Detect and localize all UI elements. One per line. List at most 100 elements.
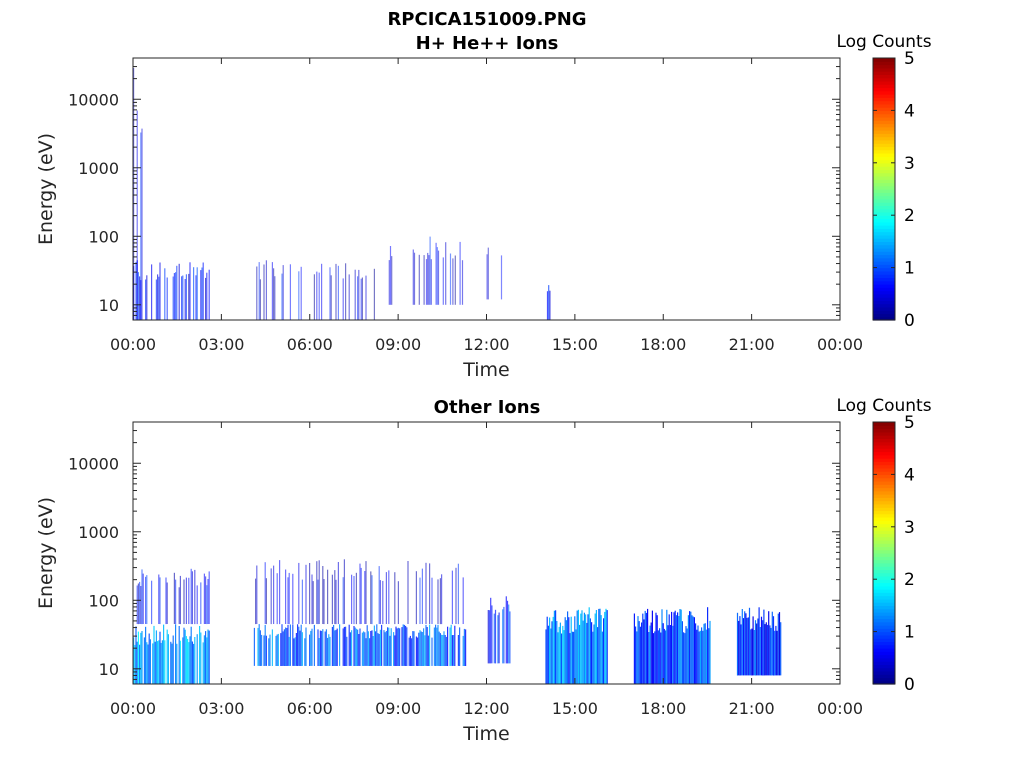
colorbar-segment	[873, 195, 895, 200]
x-tick-label: 06:00	[287, 699, 333, 718]
colorbar-segment	[873, 100, 895, 105]
colorbar-segment	[873, 454, 895, 459]
spectrogram-strip	[379, 629, 381, 666]
spectrogram-strip	[294, 637, 296, 666]
spectrogram-strip	[328, 634, 330, 666]
spectrogram-strip	[274, 276, 276, 320]
spectrogram-strip	[435, 242, 437, 305]
spectrogram-strip	[263, 264, 265, 320]
spectrogram-strip	[546, 616, 548, 684]
colorbar-segment	[873, 103, 895, 108]
x-tick-label: 18:00	[640, 699, 686, 718]
y-tick-label: 10000	[68, 90, 119, 109]
spectrogram-strip	[309, 634, 311, 666]
spectrogram-strip	[605, 608, 607, 684]
spectrogram-strip	[657, 630, 659, 684]
spectrogram-strip	[459, 627, 461, 666]
spectrogram-strip	[429, 563, 431, 624]
spectrogram-strip	[333, 625, 335, 666]
spectrogram-strip	[766, 624, 769, 676]
colorbar-segment	[873, 546, 895, 551]
colorbar-segment	[873, 605, 895, 610]
spectrogram-strip	[454, 255, 456, 305]
spectrogram-strip	[742, 618, 745, 676]
spectrogram-strip	[598, 608, 600, 684]
spectrogram-strip	[383, 630, 385, 666]
spectrogram-strip	[748, 607, 751, 676]
colorbar-segment	[873, 566, 895, 570]
spectrogram-strip	[505, 596, 507, 664]
spectrogram-strip	[419, 630, 421, 666]
spectrogram-strip	[564, 617, 566, 684]
spectrogram-strip	[668, 614, 670, 684]
spectrogram-strip	[143, 637, 145, 684]
spectrogram-strip	[758, 607, 760, 676]
spectrogram-strip	[762, 620, 764, 676]
spectrogram-strip	[775, 625, 777, 676]
spectrogram-strip	[667, 625, 669, 684]
spectrogram-strip	[145, 626, 147, 684]
spectrogram-strip	[364, 571, 366, 624]
spectrogram-strip	[756, 623, 758, 676]
spectrogram-strip	[369, 638, 371, 666]
spectrogram-strip	[455, 567, 457, 624]
spectrogram-strip	[389, 635, 391, 666]
spectrogram-strip	[190, 568, 192, 625]
spectrogram-strip	[396, 628, 398, 666]
spectrogram-strip	[687, 615, 689, 684]
spectrogram-strip	[430, 259, 432, 305]
colorbar-segment	[873, 598, 895, 603]
colorbar-tick-label: 2	[904, 570, 915, 590]
spectrogram-strip	[757, 618, 759, 676]
spectrogram-strip	[449, 627, 451, 666]
spectrogram-strip	[321, 263, 323, 320]
spectrogram-strip	[349, 632, 351, 666]
colorbar-segment	[873, 553, 895, 557]
spectrogram-strip	[353, 626, 355, 666]
spectrogram-strip	[140, 280, 142, 320]
spectrogram-strip	[342, 628, 344, 666]
spectrogram-strip	[508, 604, 510, 664]
x-tick-label: 12:00	[463, 335, 509, 354]
spectrogram-strip	[695, 623, 697, 684]
y-tick-label: 100	[88, 591, 119, 610]
spectrogram-strip	[569, 633, 571, 684]
spectrogram-strip	[604, 611, 606, 684]
colorbar-segment	[873, 549, 895, 554]
spectrogram-strip	[394, 635, 396, 666]
spectrogram-strip	[750, 629, 752, 676]
spectrogram-strip	[559, 622, 561, 684]
spectrogram-strip	[378, 634, 380, 666]
spectrogram-strip	[648, 632, 650, 684]
spectrogram-strip	[337, 562, 339, 624]
colorbar-segment	[873, 208, 895, 213]
colorbar-segment	[873, 458, 895, 462]
spectrogram-strip	[166, 277, 168, 320]
spectrogram-strip	[335, 263, 337, 320]
colorbar-segment	[873, 123, 895, 128]
spectrogram-strip	[409, 635, 411, 666]
spectrogram-strip	[381, 624, 383, 666]
spectrogram-strip	[318, 272, 320, 320]
spectrogram-strip	[575, 629, 577, 684]
spectrogram-strip	[426, 627, 428, 666]
spectrogram-strip	[606, 610, 608, 684]
colorbar-tick-label: 0	[904, 675, 915, 695]
colorbar-segment	[873, 156, 895, 161]
spectrogram-strip	[443, 631, 445, 666]
colorbar-segment	[873, 467, 895, 472]
spectrogram-strip	[189, 636, 191, 684]
spectrogram-strip	[325, 629, 327, 666]
spectrogram-strip	[179, 575, 181, 625]
spectrogram-strip	[581, 610, 583, 684]
spectrogram-strip	[140, 586, 142, 624]
colorbar-segment	[873, 435, 895, 439]
spectrogram-strip	[774, 630, 776, 676]
spectrogram-strip	[651, 610, 653, 684]
spectrogram-strip	[283, 629, 285, 666]
spectrogram-strip	[453, 635, 455, 666]
spectrogram-strip	[203, 573, 205, 624]
colorbar-segment	[873, 287, 895, 292]
spectrogram-strip	[752, 616, 754, 676]
spectrogram-strip	[335, 629, 337, 666]
